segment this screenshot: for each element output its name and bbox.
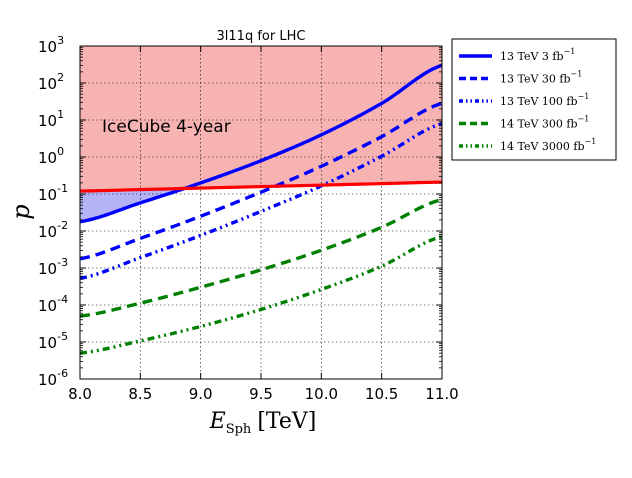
y-axis-label: p [7,204,35,219]
x-axis-label-main: E [209,409,226,434]
x-tick-label: 8.0 [68,385,92,403]
y-tick-label: 10-2 [38,219,68,241]
series-line-1 [80,63,442,224]
y-tick-label: 10-5 [38,330,68,352]
y-tick-label: 10-4 [38,293,68,315]
icecube-bound-line [80,180,442,193]
x-axis-label-unit: [TeV] [257,409,316,434]
region-label: IceCube 4-year [102,117,231,137]
legend-label-5: 14 TeV 3000 fb−1 [500,137,596,153]
legend-box [451,38,617,161]
legend-label-2: 13 TeV 30 fb−1 [500,70,582,86]
y-tick-label: 101 [38,108,64,130]
y-tick-label: 10-3 [38,256,68,278]
y-tick-label: 10-6 [38,367,68,389]
y-tick-label: 103 [38,34,64,56]
x-tick-label: 10.5 [365,385,398,403]
series-line-3 [80,122,442,281]
x-tick-label: 9.5 [249,385,273,403]
legend: 13 TeV 3 fb−1 13 TeV 30 fb−1 13 TeV 100 fb… [451,38,617,161]
series-line-5 [80,234,442,355]
legend-label-3: 13 TeV 100 fb−1 [500,92,589,108]
x-tick-label: 11.0 [425,385,458,403]
x-tick-label: 8.5 [128,385,152,403]
chart-title: 3l11q for LHC [217,29,306,44]
x-axis-label: ESph [TeV] [209,409,317,437]
legend-label-1: 13 TeV 3 fb−1 [500,47,575,63]
y-tick-label: 102 [38,71,64,93]
series-line-2 [80,101,442,261]
y-tick-label: 100 [38,145,64,167]
y-tick-label: 10-1 [38,182,68,204]
x-tick-label: 9.0 [189,385,213,403]
legend-label-4: 14 TeV 300 fb−1 [500,115,589,131]
x-axis-label-sub: Sph [226,422,252,437]
x-tick-label: 10.0 [305,385,338,403]
